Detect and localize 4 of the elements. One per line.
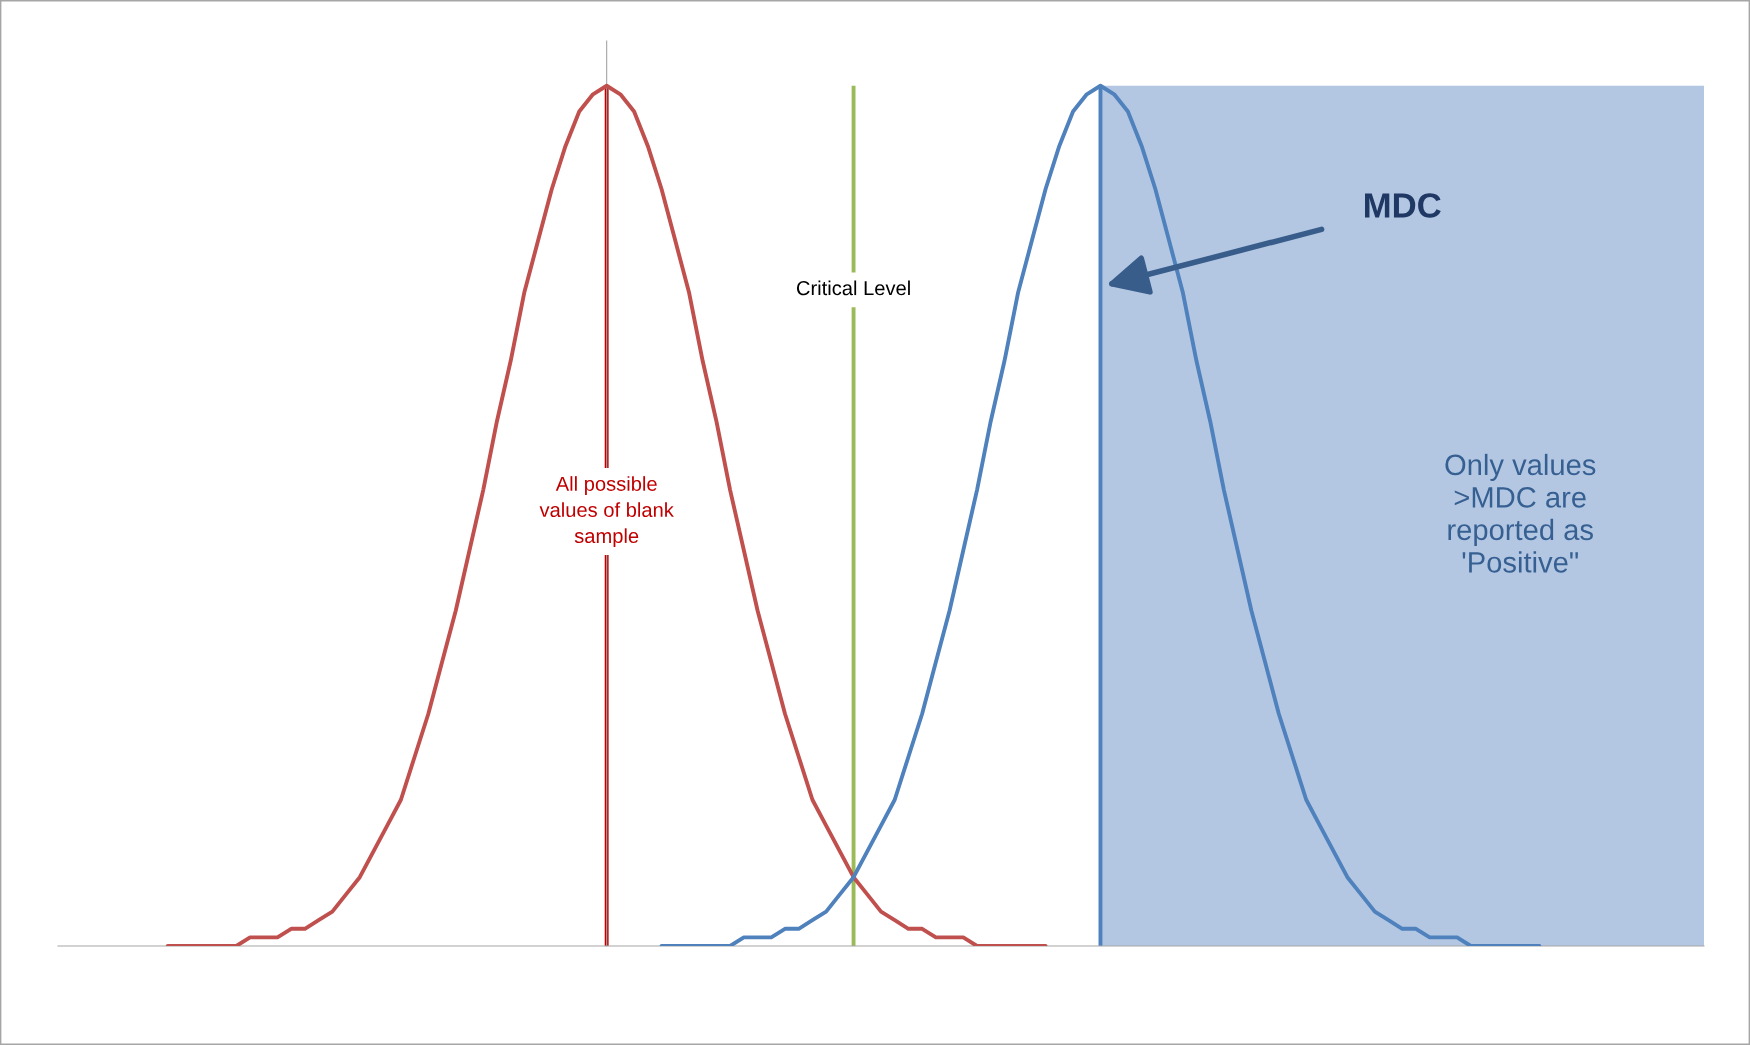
annotation: Critical Level <box>796 280 910 296</box>
annotation: Only values >MDC are reported as 'Positive" <box>1445 453 1596 573</box>
annotation: MDC <box>1365 193 1441 218</box>
annotation: All possible values of blank sample <box>539 476 674 548</box>
